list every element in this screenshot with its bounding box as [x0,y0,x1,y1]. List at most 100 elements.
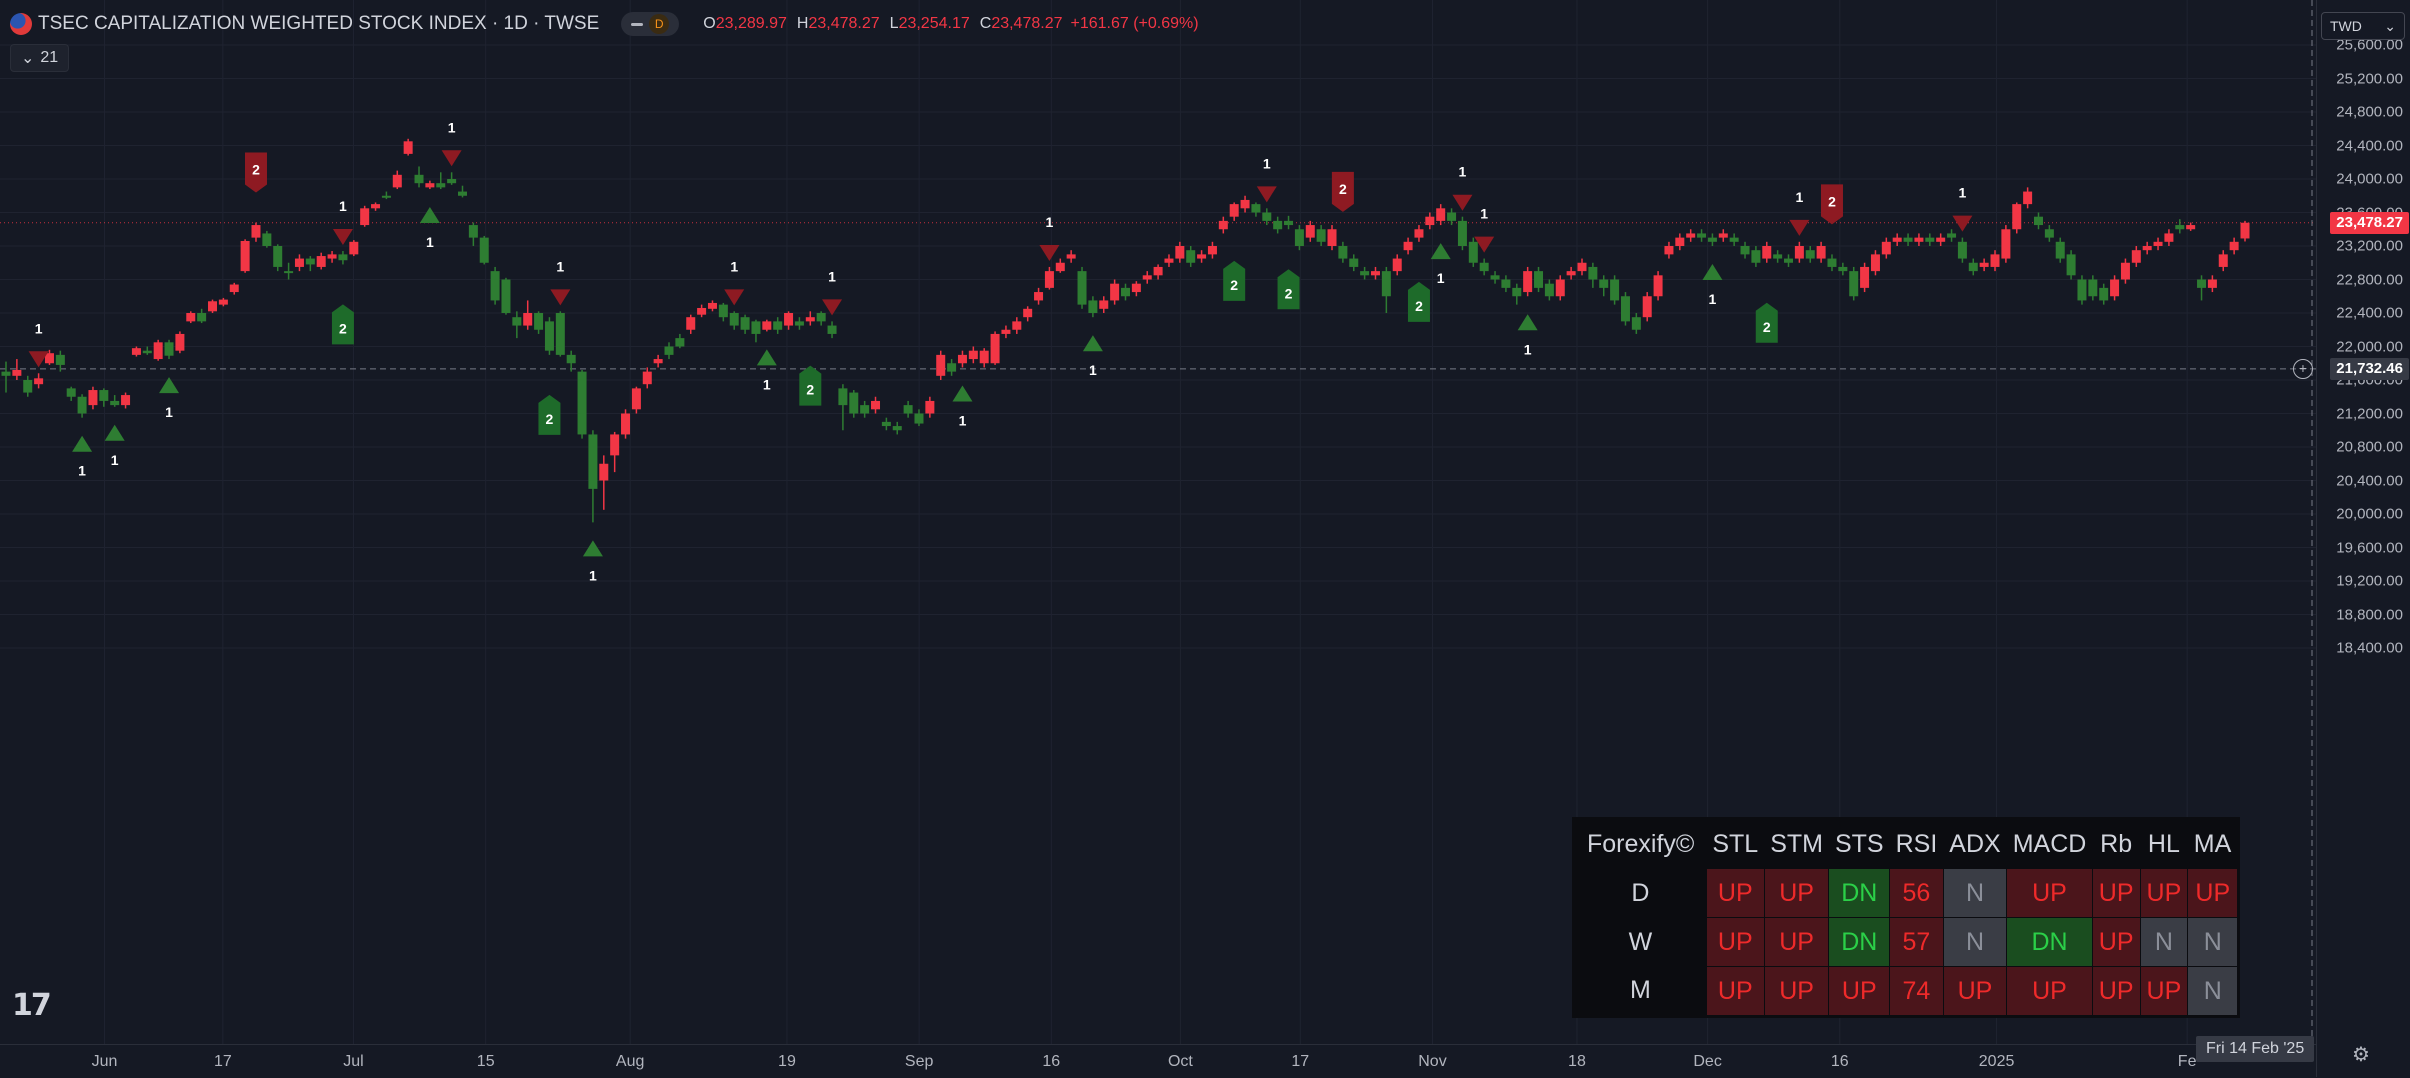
candle-body [914,413,924,424]
table-cell: UP [1763,966,1830,1017]
candle-body [664,346,674,355]
gear-icon[interactable]: ⚙ [2352,1044,2370,1066]
candle-body [1838,266,1848,272]
candle-body [2153,241,2163,246]
candle-body [1816,246,1826,259]
market-status-pill[interactable]: D [621,12,680,36]
signal-label: 2 [806,382,814,398]
candle-body [1860,266,1870,288]
candle-body [2088,279,2098,297]
candle-body [490,271,500,301]
time-tick-label: Jul [343,1053,364,1070]
signal-label: 1 [1459,164,1467,180]
currency-select[interactable]: TWD ⌄ [2321,12,2405,40]
sell-signal-triangle [441,150,462,167]
price-tick-label: 25,200.00 [2336,70,2403,87]
candle-body [1381,271,1391,297]
table-cell: UP [2091,868,2141,918]
table-cell: N [2187,966,2240,1017]
candle-body [1468,241,1478,263]
candle-body [1555,279,1565,297]
indicators-toggle-button[interactable]: ⌄ 21 [10,44,70,72]
indicator-count: 21 [40,49,59,66]
candle-body [1675,237,1685,246]
candle-body [1490,275,1500,280]
candle-body [2120,262,2130,280]
buy-signal-flag [1755,302,1778,343]
candle-body [186,313,196,322]
signal-label: 1 [589,567,597,583]
candle-body [1273,220,1283,230]
candle-body [936,354,946,376]
candle-body [131,348,141,355]
candle-body [327,254,337,259]
chevron-down-icon: ⌄ [2384,17,2396,34]
time-tick-label: Dec [1693,1053,1722,1070]
price-tick-label: 22,400.00 [2336,304,2403,322]
signal-label: 1 [111,452,119,468]
signal-label: 1 [763,376,771,392]
candle-body [1881,241,1891,255]
signal-label: 2 [1763,319,1771,335]
price-axis[interactable]: 25,600.00 25,200.00 24,800.00 24,400.00 24,0… [2293,0,2410,1077]
signal-label: 1 [1437,270,1445,286]
high-value: 23,478.27 [808,15,880,32]
time-axis[interactable]: Jun 17 Jul 15 Aug 19 Sep 16 Oct 17 Nov 18 Dec 16 2025 F… [0,1044,2316,1078]
column-header: HL [2147,829,2180,858]
candle-body [360,208,370,226]
price-tick-label: 22,000.00 [2336,338,2403,355]
candle-body [262,233,272,246]
symbol-title[interactable]: TSEC CAPITALIZATION WEIGHTED STOCK INDEX… [38,13,600,34]
signal-label: 1 [426,234,434,250]
time-tick-label: 15 [476,1053,495,1070]
sell-signal-triangle [1039,244,1060,261]
candle-body [1523,271,1533,293]
signal-label: 1 [339,198,347,214]
candle-body [979,350,989,364]
candle-body [773,321,783,330]
candle-body [686,317,696,330]
time-tick-label: Oct [1167,1053,1193,1070]
close-label: C [979,15,992,32]
candle-body [1207,246,1217,255]
add-alert-icon[interactable]: + [2293,358,2313,379]
candle-body [2197,279,2207,288]
candle-body [1229,204,1239,217]
candle-body [631,388,641,410]
candle-body [77,396,87,414]
candle-body [968,350,978,360]
candle-body [175,333,185,351]
candle-body [599,463,609,481]
candle-body [816,313,826,322]
candle-body [1034,292,1044,301]
time-tick-label: Fe [2177,1053,2197,1070]
candle-body [2033,216,2043,226]
buy-signal-triangle [756,349,777,366]
time-tick-label: Jun [91,1053,118,1070]
candle-body [1947,233,1957,238]
candle-body [1762,246,1772,259]
column-header: STM [1770,829,1823,858]
candle-body [838,388,848,406]
signal-label: 1 [1046,214,1054,230]
candle-body [947,363,957,372]
table-cell: UP [2139,966,2189,1017]
buy-signal-flag [1277,269,1300,310]
sell-signal-triangle [724,289,745,306]
price-tick-label: 24,400.00 [2336,137,2403,154]
candle-body [2207,279,2217,288]
candle-body [1077,271,1087,305]
candle-body [1892,237,1902,242]
signal-label: 2 [1339,181,1347,197]
candle-body [153,342,163,360]
sell-signal-flag [1331,171,1354,212]
candle-body [1544,283,1554,297]
buy-signal-triangle [1430,243,1451,260]
candle-body [1805,250,1815,259]
tradingview-logo-icon[interactable]: 17 [12,988,52,1023]
candle-body [2164,233,2174,242]
candle-body [1175,246,1185,259]
candle-body [1425,216,1435,226]
